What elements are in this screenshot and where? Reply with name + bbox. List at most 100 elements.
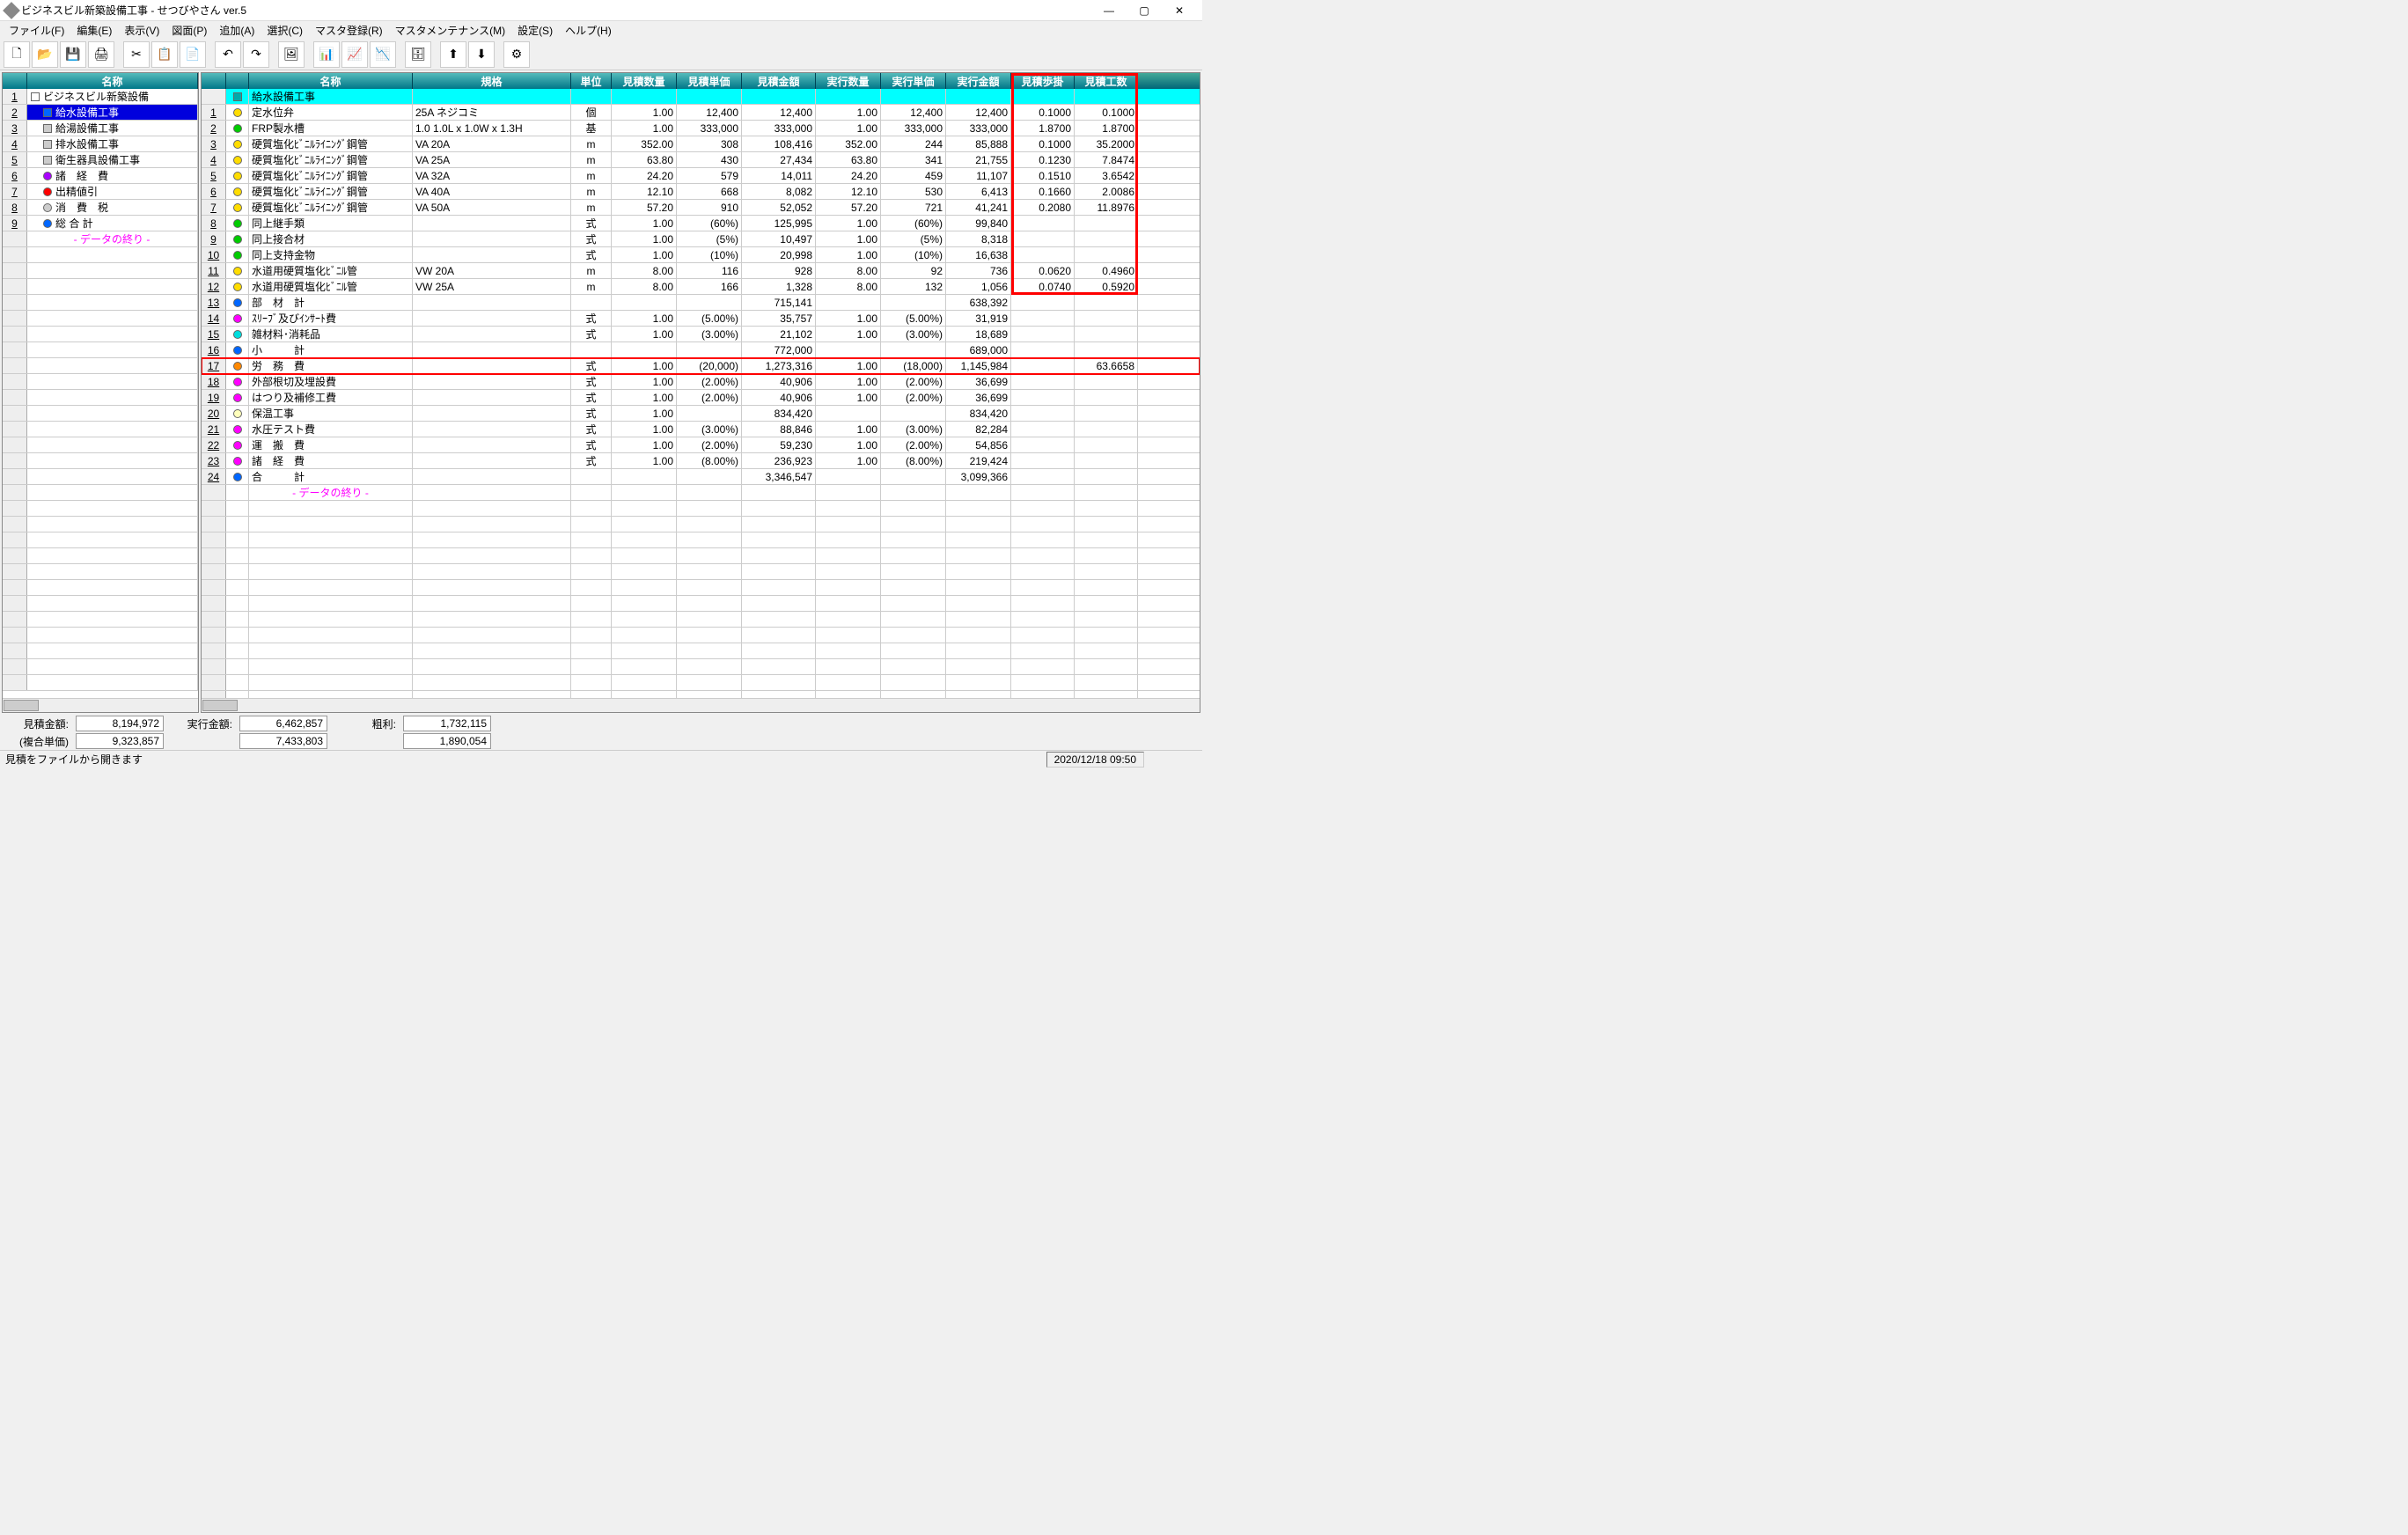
toolbar-button[interactable]: 📉: [370, 41, 396, 68]
toolbar-button[interactable]: ↶: [215, 41, 241, 68]
grid-row[interactable]: 3硬質塩化ﾋﾞﾆﾙﾗｲﾆﾝｸﾞ鋼管VA 20Am352.00308108,416…: [202, 136, 1200, 152]
grid-row[interactable]: 9同上接合材式1.00(5%)10,4971.00(5%)8,318: [202, 231, 1200, 247]
col-header[interactable]: 実行数量: [816, 73, 881, 89]
toolbar-button[interactable]: ✂: [123, 41, 150, 68]
toolbar-button[interactable]: 📂: [32, 41, 58, 68]
tree-row[interactable]: 1ビジネスビル新築設備: [3, 89, 198, 105]
col-header[interactable]: 見積金額: [742, 73, 816, 89]
menu-item[interactable]: 追加(A): [214, 21, 260, 40]
grid-row[interactable]: [202, 532, 1200, 548]
toolbar-button[interactable]: 📈: [341, 41, 368, 68]
grid-row[interactable]: 11水道用硬質塩化ﾋﾞﾆﾙ管VW 20Am8.001169288.0092736…: [202, 263, 1200, 279]
grid-row[interactable]: 18外部根切及埋設費式1.00(2.00%)40,9061.00(2.00%)3…: [202, 374, 1200, 390]
grid-row[interactable]: [202, 548, 1200, 564]
grid-row[interactable]: 4硬質塩化ﾋﾞﾆﾙﾗｲﾆﾝｸﾞ鋼管VA 25Am63.8043027,43463…: [202, 152, 1200, 168]
menu-item[interactable]: 設定(S): [512, 21, 558, 40]
tree-row[interactable]: 4排水設備工事: [3, 136, 198, 152]
grid-row[interactable]: [202, 643, 1200, 659]
col-header[interactable]: 実行金額: [946, 73, 1011, 89]
grid-row[interactable]: 14ｽﾘｰﾌﾞ及びｲﾝｻｰﾄ費式1.00(5.00%)35,7571.00(5.…: [202, 311, 1200, 327]
col-header[interactable]: 単位: [571, 73, 612, 89]
tree-scroll-h[interactable]: [3, 698, 198, 712]
grid-row[interactable]: [202, 596, 1200, 612]
grid-row[interactable]: 6硬質塩化ﾋﾞﾆﾙﾗｲﾆﾝｸﾞ鋼管VA 40Am12.106688,08212.…: [202, 184, 1200, 200]
grid-row[interactable]: [202, 628, 1200, 643]
col-header[interactable]: 名称: [249, 73, 413, 89]
menu-item[interactable]: 表示(V): [119, 21, 165, 40]
toolbar-button[interactable]: ↷: [243, 41, 269, 68]
grid-row[interactable]: [202, 501, 1200, 517]
menu-item[interactable]: マスタ登録(R): [310, 21, 388, 40]
tree-rows: 1ビジネスビル新築設備2給水設備工事3給湯設備工事4排水設備工事5衛生器具設備工…: [3, 89, 198, 698]
summary-bar: 見積金額:8,194,972実行金額:6,462,857粗利:1,732,115…: [0, 715, 1202, 750]
grid-row[interactable]: 17労 務 費式1.00(20,000)1,273,3161.00(18,000…: [202, 358, 1200, 374]
toolbar-button[interactable]: 🗋: [4, 41, 30, 68]
col-header[interactable]: 見積数量: [612, 73, 677, 89]
tree-row[interactable]: 8消 費 税: [3, 200, 198, 216]
tree-row[interactable]: 6諸 経 費: [3, 168, 198, 184]
toolbar-button[interactable]: 📋: [151, 41, 178, 68]
grid-row[interactable]: [202, 564, 1200, 580]
menu-item[interactable]: ファイル(F): [4, 21, 70, 40]
toolbar-button[interactable]: 📊: [313, 41, 340, 68]
grid-row[interactable]: 1定水位弁25A ネジコミ個1.0012,40012,4001.0012,400…: [202, 105, 1200, 121]
toolbar-button[interactable]: 💾: [60, 41, 86, 68]
window-title: ビジネスビル新築設備工事 - せつびやさん ver.5: [21, 3, 1091, 18]
tree-row[interactable]: 9総 合 計: [3, 216, 198, 231]
grid-row[interactable]: 21水圧テスト費式1.00(3.00%)88,8461.00(3.00%)82,…: [202, 422, 1200, 437]
col-header[interactable]: 見積歩掛: [1011, 73, 1075, 89]
menu-item[interactable]: 編集(E): [71, 21, 117, 40]
grid-row[interactable]: 24合 計3,346,5473,099,366: [202, 469, 1200, 485]
col-header[interactable]: 見積単価: [677, 73, 742, 89]
col-header[interactable]: 規格: [413, 73, 571, 89]
col-header[interactable]: [226, 73, 249, 89]
summary-value: 6,462,857: [239, 716, 327, 731]
menu-item[interactable]: マスタメンテナンス(M): [390, 21, 510, 40]
grid-row[interactable]: 16小 計772,000689,000: [202, 342, 1200, 358]
col-header[interactable]: [202, 73, 226, 89]
menu-item[interactable]: 図面(P): [166, 21, 212, 40]
toolbar-button[interactable]: 🖨: [88, 41, 114, 68]
grid-row[interactable]: 20保温工事式1.00834,420834,420: [202, 406, 1200, 422]
grid-row[interactable]: 8同上継手類式1.00(60%)125,9951.00(60%)99,840: [202, 216, 1200, 231]
grid-row[interactable]: [202, 659, 1200, 675]
maximize-button[interactable]: ▢: [1127, 0, 1162, 21]
toolbar-button[interactable]: ⚙: [503, 41, 530, 68]
grid-scroll-h[interactable]: [202, 698, 1200, 712]
grid-row[interactable]: [202, 517, 1200, 532]
grid-row[interactable]: 7硬質塩化ﾋﾞﾆﾙﾗｲﾆﾝｸﾞ鋼管VA 50Am57.2091052,05257…: [202, 200, 1200, 216]
grid-row[interactable]: 15雑材料･消耗品式1.00(3.00%)21,1021.00(3.00%)18…: [202, 327, 1200, 342]
grid-row[interactable]: 22運 搬 費式1.00(2.00%)59,2301.00(2.00%)54,8…: [202, 437, 1200, 453]
toolbar-button[interactable]: 📄: [180, 41, 206, 68]
grid-row[interactable]: 12水道用硬質塩化ﾋﾞﾆﾙ管VW 25Am8.001661,3288.00132…: [202, 279, 1200, 295]
col-header[interactable]: 実行単価: [881, 73, 946, 89]
grid-row[interactable]: [202, 691, 1200, 698]
tree-header-label: 名称: [27, 73, 198, 89]
grid-row[interactable]: [202, 612, 1200, 628]
grid-row[interactable]: 10同上支持金物式1.00(10%)20,9981.00(10%)16,638: [202, 247, 1200, 263]
toolbar-button[interactable]: 🗄: [405, 41, 431, 68]
minimize-button[interactable]: —: [1091, 0, 1127, 21]
toolbar: 🗋📂💾🖨 ✂📋📄 ↶↷ 🖼 📊📈📉 🗄 ⬆⬇ ⚙: [0, 39, 1202, 70]
toolbar-button[interactable]: 🖼: [278, 41, 305, 68]
menu-item[interactable]: ヘルプ(H): [560, 21, 617, 40]
toolbar-button[interactable]: ⬇: [468, 41, 495, 68]
grid-row[interactable]: 給水設備工事: [202, 89, 1200, 105]
toolbar-button[interactable]: ⬆: [440, 41, 466, 68]
grid-pane: 名称規格単位見積数量見積単価見積金額実行数量実行単価実行金額見積歩掛見積工数 給…: [201, 72, 1200, 713]
close-button[interactable]: ✕: [1162, 0, 1197, 21]
tree-row[interactable]: 2給水設備工事: [3, 105, 198, 121]
menu-item[interactable]: 選択(C): [261, 21, 308, 40]
tree-row[interactable]: 3給湯設備工事: [3, 121, 198, 136]
grid-row[interactable]: 23諸 経 費式1.00(8.00%)236,9231.00(8.00%)219…: [202, 453, 1200, 469]
grid-row[interactable]: [202, 580, 1200, 596]
col-header[interactable]: 見積工数: [1075, 73, 1138, 89]
status-datetime: 2020/12/18 09:50: [1046, 752, 1144, 768]
grid-row[interactable]: [202, 675, 1200, 691]
grid-row[interactable]: 5硬質塩化ﾋﾞﾆﾙﾗｲﾆﾝｸﾞ鋼管VA 32Am24.2057914,01124…: [202, 168, 1200, 184]
tree-row[interactable]: 5衛生器具設備工事: [3, 152, 198, 168]
grid-row[interactable]: 13部 材 計715,141638,392: [202, 295, 1200, 311]
tree-row[interactable]: 7出精値引: [3, 184, 198, 200]
grid-row[interactable]: 19はつり及補修工費式1.00(2.00%)40,9061.00(2.00%)3…: [202, 390, 1200, 406]
grid-row[interactable]: 2FRP製水槽1.0 1.0L x 1.0W x 1.3H基1.00333,00…: [202, 121, 1200, 136]
